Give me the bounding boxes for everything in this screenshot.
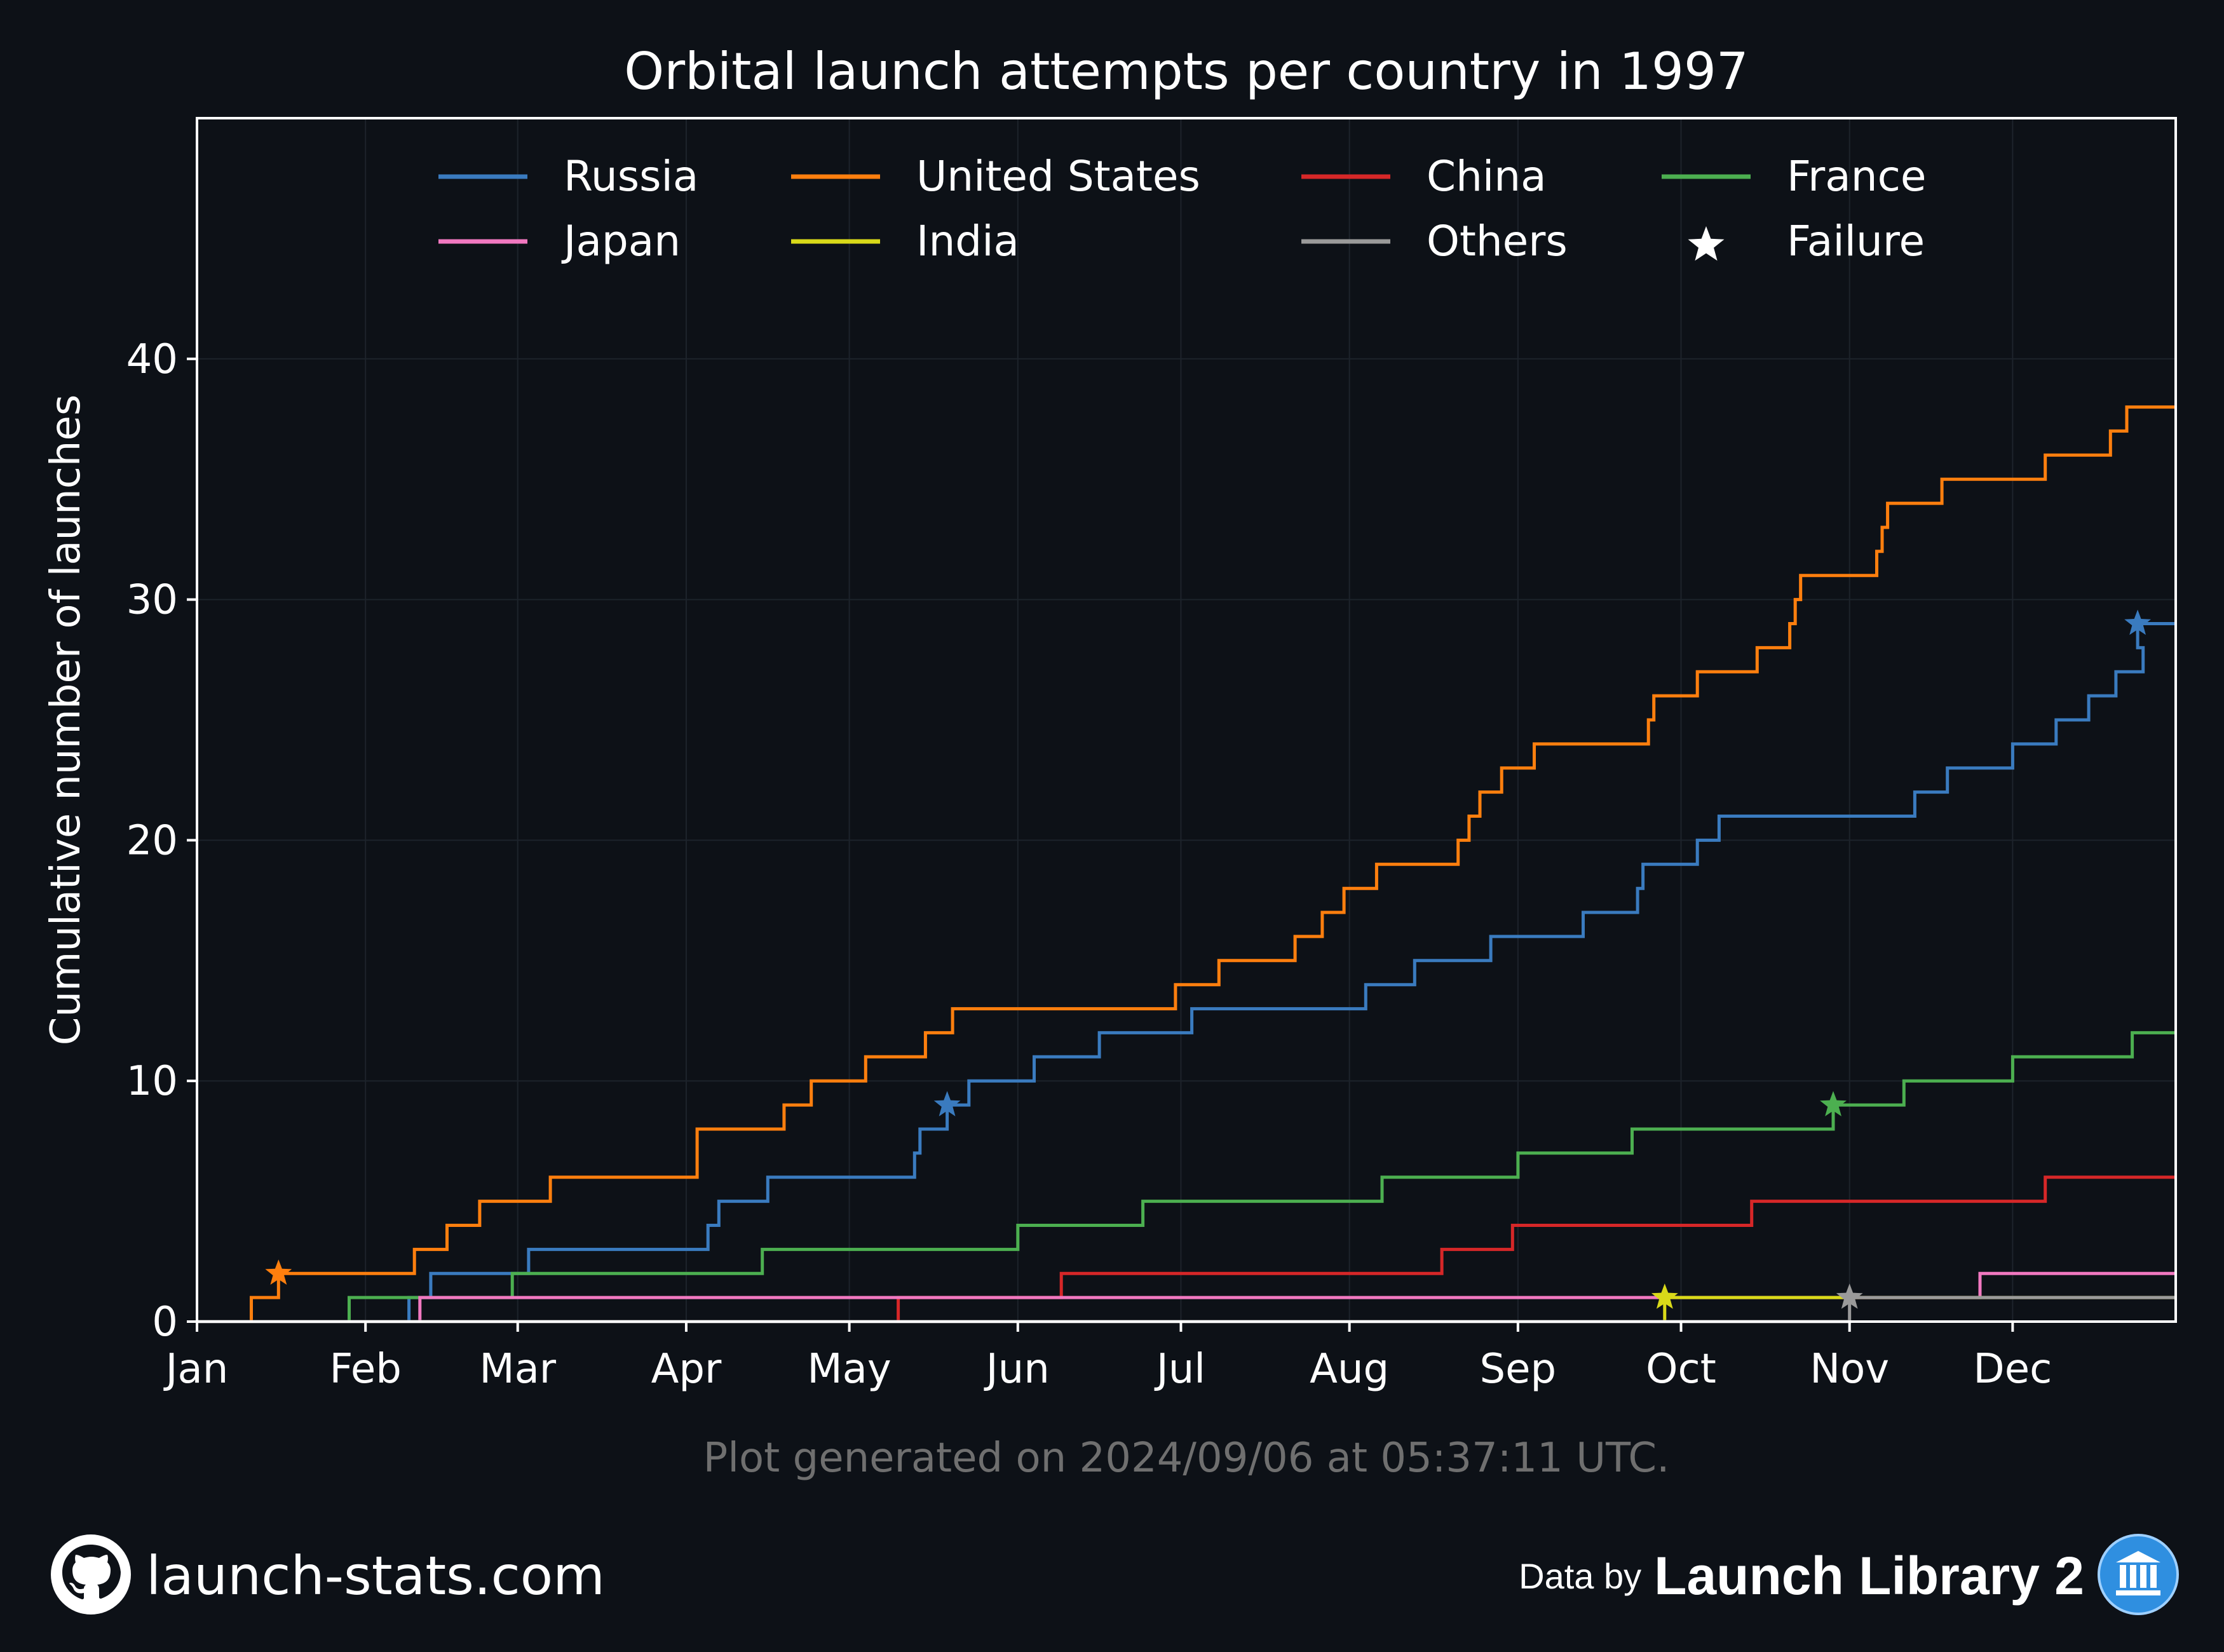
x-tick-label: Nov [1810,1346,1889,1393]
series-lines [197,405,2176,1324]
library-name: Launch Library 2 [1654,1545,2084,1606]
legend-label: Others [1427,217,1568,266]
x-tick-label: May [807,1346,891,1393]
y-axis-label: Cumulative number of launches [43,395,90,1045]
legend-label: Russia [564,152,698,201]
legend-label: China [1427,152,1547,201]
legend: Russia United States China France Japan India… [438,152,1926,266]
y-tick-label: 20 [126,817,178,864]
launch-library-icon [2097,1533,2180,1618]
data-source: Data by Launch Library 2 [1519,1534,2180,1617]
failure-marker [265,1259,292,1285]
legend-label: France [1787,152,1926,201]
series-line-india [197,1296,2176,1324]
series-line-others [197,1296,2176,1324]
plot-frame [196,117,2177,1323]
axes: Jan Feb Mar Apr May Jun Jul Aug Sep Oct Nov Dec 0 10 2… [126,336,2052,1393]
failure-marker [933,1091,961,1116]
x-tick-label: Jan [163,1346,229,1393]
data-by-label: Data by [1519,1555,1642,1596]
x-tick-label: Aug [1310,1346,1389,1393]
failure-marker [1836,1283,1863,1309]
legend-label: India [916,217,1019,266]
footer-site[interactable]: launch-stats.com [50,1534,605,1617]
github-icon [50,1533,132,1618]
legend-swatch-failure [1688,226,1725,261]
failure-markers [265,609,2151,1309]
x-tick-label: Dec [1973,1346,2052,1393]
x-tick-label: Jul [1154,1346,1205,1393]
y-tick-label: 40 [126,336,178,383]
x-tick-label: Feb [330,1346,402,1393]
series-line-united-states [197,405,2176,1324]
x-tick-label: Mar [479,1346,556,1393]
site-name: launch-stats.com [146,1545,605,1607]
failure-marker [2124,609,2151,635]
y-tick-label: 30 [126,577,178,624]
series-line-russia [197,622,2176,1324]
x-tick-label: Apr [651,1346,722,1393]
failure-marker [1651,1283,1678,1309]
generated-timestamp: Plot generated on 2024/09/06 at 05:37:11… [703,1435,1670,1482]
failure-marker [1820,1091,1847,1116]
y-tick-label: 0 [152,1299,178,1346]
y-tick-label: 10 [126,1058,178,1105]
legend-label: United States [916,152,1200,201]
chart-title: Orbital launch attempts per country in 1… [624,42,1749,101]
x-tick-label: Jun [984,1346,1050,1393]
x-tick-label: Oct [1646,1346,1716,1393]
legend-label: Japan [561,217,681,266]
x-tick-label: Sep [1480,1346,1557,1393]
series-line-france [197,1031,2176,1324]
legend-label: Failure [1787,217,1925,266]
series-line-china [197,1175,2176,1324]
grid [196,118,2176,1322]
